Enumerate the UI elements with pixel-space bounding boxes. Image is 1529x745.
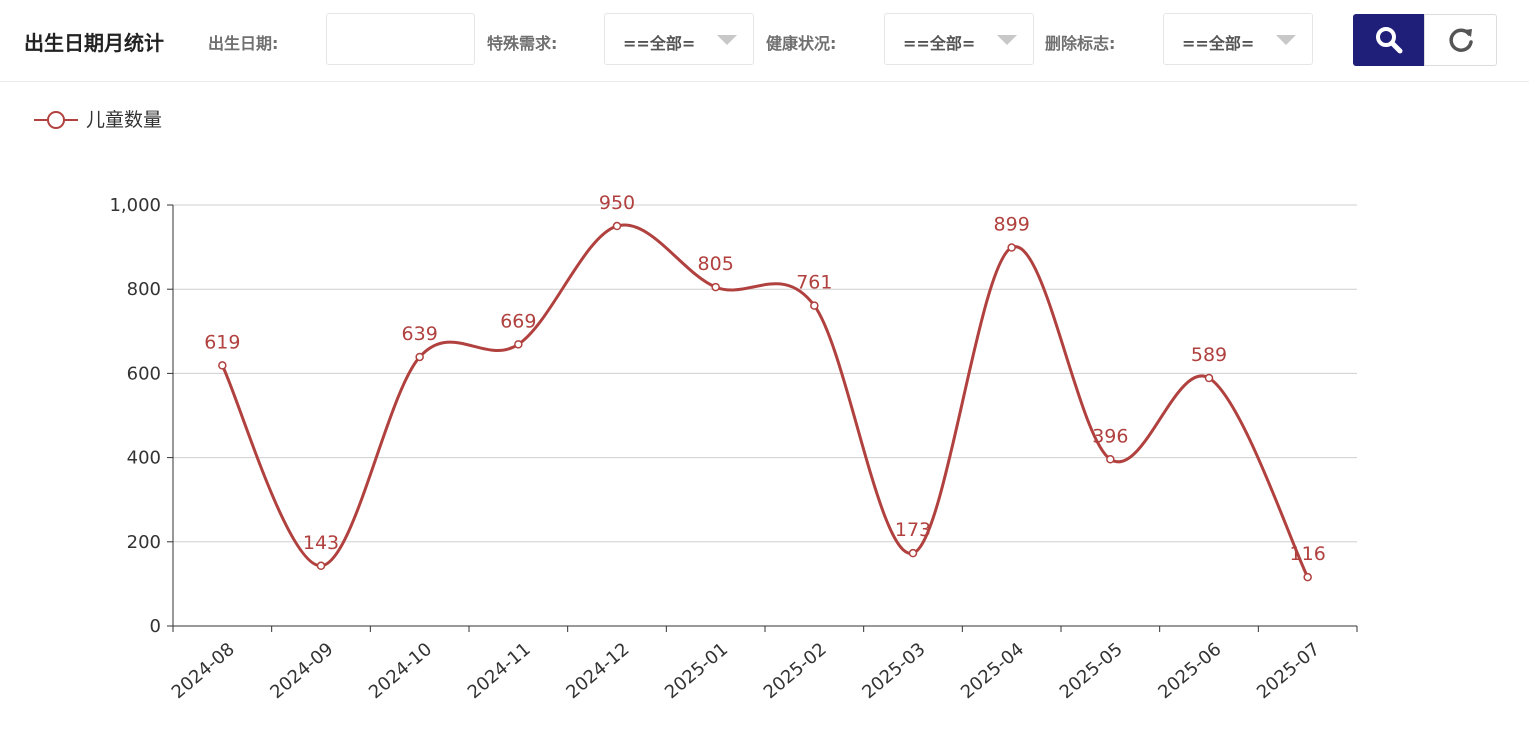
x-tick-label: 2024-08 [168,639,239,703]
legend-label: 儿童数量 [86,109,162,131]
series-line [220,223,1310,578]
data-point [316,561,326,571]
y-tick-label: 1,000 [109,195,161,216]
birth-date-input[interactable] [326,13,475,65]
data-label: 143 [303,532,339,554]
data-label: 619 [204,331,240,353]
filter-toolbar: 出生日期月统计 出生日期: 特殊需求: ==全部= 健康状况: ==全部= 删除… [0,0,1529,82]
data-label: 669 [500,310,536,332]
x-tick-label: 2025-02 [760,639,831,703]
data-point [711,282,720,292]
x-tick-label: 2024-10 [365,639,436,703]
special-needs-value: ==全部= [623,34,696,53]
y-tick-label: 600 [127,363,161,384]
health-status-label: 健康状况: [766,34,837,53]
search-icon [1376,27,1403,54]
x-tick-label: 2025-06 [1154,639,1225,703]
delete-flag-value: ==全部= [1182,34,1255,53]
reset-button[interactable] [1424,14,1497,66]
x-tick-label: 2024-11 [464,639,535,703]
data-point [218,361,227,370]
chevron-down-icon [1276,35,1296,45]
data-point [908,548,918,558]
x-tick-label: 2025-05 [1056,639,1127,703]
data-point [1106,455,1115,464]
x-tick-label: 2024-12 [562,639,633,703]
chevron-down-icon [717,35,737,45]
x-tick-label: 2024-09 [266,639,337,703]
data-point [514,340,523,349]
y-tick-label: 800 [127,279,161,300]
health-status-value: ==全部= [903,34,976,53]
legend-marker [47,111,65,129]
y-tick-label: 0 [150,616,161,637]
search-button[interactable] [1353,14,1425,66]
y-tick-label: 200 [127,532,161,553]
data-label: 173 [895,519,931,541]
data-label: 396 [1092,425,1128,447]
data-label: 899 [994,214,1030,236]
data-label: 639 [402,323,438,345]
refresh-icon [1448,28,1473,52]
data-label: 589 [1191,344,1227,366]
data-label: 805 [698,253,734,275]
data-point [612,221,622,231]
y-tick-label: 400 [127,448,161,469]
data-point [1007,243,1016,252]
data-label: 116 [1290,543,1326,565]
x-tick-label: 2025-01 [661,639,732,703]
health-status-select[interactable]: ==全部= [884,13,1034,65]
data-label: 761 [796,272,832,294]
birth-date-label: 出生日期: [208,34,279,53]
x-tick-label: 2025-04 [957,639,1028,703]
special-needs-select[interactable]: ==全部= [604,13,754,65]
data-point [810,301,819,310]
x-tick-label: 2025-03 [858,639,929,703]
x-tick-label: 2025-07 [1253,639,1324,703]
data-point [415,352,424,362]
special-needs-label: 特殊需求: [487,34,558,53]
chevron-down-icon [997,35,1017,45]
delete-flag-label: 删除标志: [1045,34,1116,53]
data-point [1303,572,1312,582]
page-title: 出生日期月统计 [24,31,164,55]
data-point [1204,373,1214,383]
data-label: 950 [599,192,635,214]
delete-flag-select[interactable]: ==全部= [1163,13,1313,65]
line-chart: 儿童数量 0 200 400 600 800 1,000 2024-08 2024-09 2024… [34,109,1358,703]
